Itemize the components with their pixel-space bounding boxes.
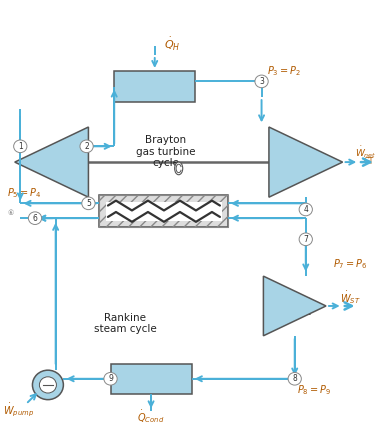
- Text: 7: 7: [303, 235, 308, 244]
- Text: $P_7=P_6$: $P_7=P_6$: [334, 257, 368, 271]
- Bar: [111, 364, 191, 394]
- Text: 9: 9: [108, 374, 113, 383]
- Circle shape: [104, 373, 117, 385]
- Bar: [114, 71, 195, 103]
- Circle shape: [299, 203, 312, 216]
- Text: Rankine
steam cycle: Rankine steam cycle: [94, 313, 157, 334]
- Text: Steam
turbine: Steam turbine: [277, 295, 312, 317]
- Circle shape: [80, 140, 93, 153]
- Text: ⑥: ⑥: [8, 210, 14, 216]
- Polygon shape: [263, 276, 326, 336]
- Text: 1: 1: [18, 142, 23, 151]
- Circle shape: [82, 197, 95, 209]
- Bar: [99, 195, 229, 227]
- Circle shape: [255, 75, 268, 88]
- Text: Condenser: Condenser: [123, 374, 179, 384]
- Text: $\dot{W}_{pump}$: $\dot{W}_{pump}$: [3, 401, 34, 419]
- Text: $\dot{W}_{net}$: $\dot{W}_{net}$: [355, 144, 376, 160]
- Text: GT: GT: [364, 157, 374, 166]
- Text: 8: 8: [292, 374, 297, 383]
- Circle shape: [288, 373, 301, 385]
- Text: 3: 3: [259, 77, 264, 86]
- Circle shape: [39, 377, 56, 393]
- Text: 5: 5: [86, 199, 91, 208]
- Text: Gas
turbine: Gas turbine: [288, 151, 323, 173]
- Circle shape: [14, 140, 27, 153]
- Text: Compressor: Compressor: [25, 158, 78, 167]
- Text: 6: 6: [33, 214, 38, 223]
- Text: Heater: Heater: [136, 82, 174, 92]
- Text: $P_8=P_9$: $P_8=P_9$: [296, 383, 330, 397]
- Circle shape: [299, 233, 312, 246]
- Text: Brayton
gas turbine
cycle: Brayton gas turbine cycle: [136, 135, 196, 168]
- Text: 2: 2: [84, 142, 89, 151]
- Text: $P_3=P_2$: $P_3=P_2$: [267, 64, 301, 78]
- Ellipse shape: [175, 162, 183, 175]
- Text: $\dot{Q}_{Cond}$: $\dot{Q}_{Cond}$: [137, 408, 165, 425]
- Text: $P_5=P_4$: $P_5=P_4$: [8, 187, 42, 200]
- Text: $\dot{W}_{ST}$: $\dot{W}_{ST}$: [340, 289, 360, 306]
- Circle shape: [33, 370, 63, 400]
- Text: $\dot{Q}_H$: $\dot{Q}_H$: [164, 36, 180, 53]
- Text: 4: 4: [303, 205, 308, 214]
- Polygon shape: [15, 127, 88, 197]
- Polygon shape: [269, 127, 343, 197]
- Bar: [99, 195, 229, 227]
- Circle shape: [28, 212, 42, 224]
- Bar: [106, 202, 222, 221]
